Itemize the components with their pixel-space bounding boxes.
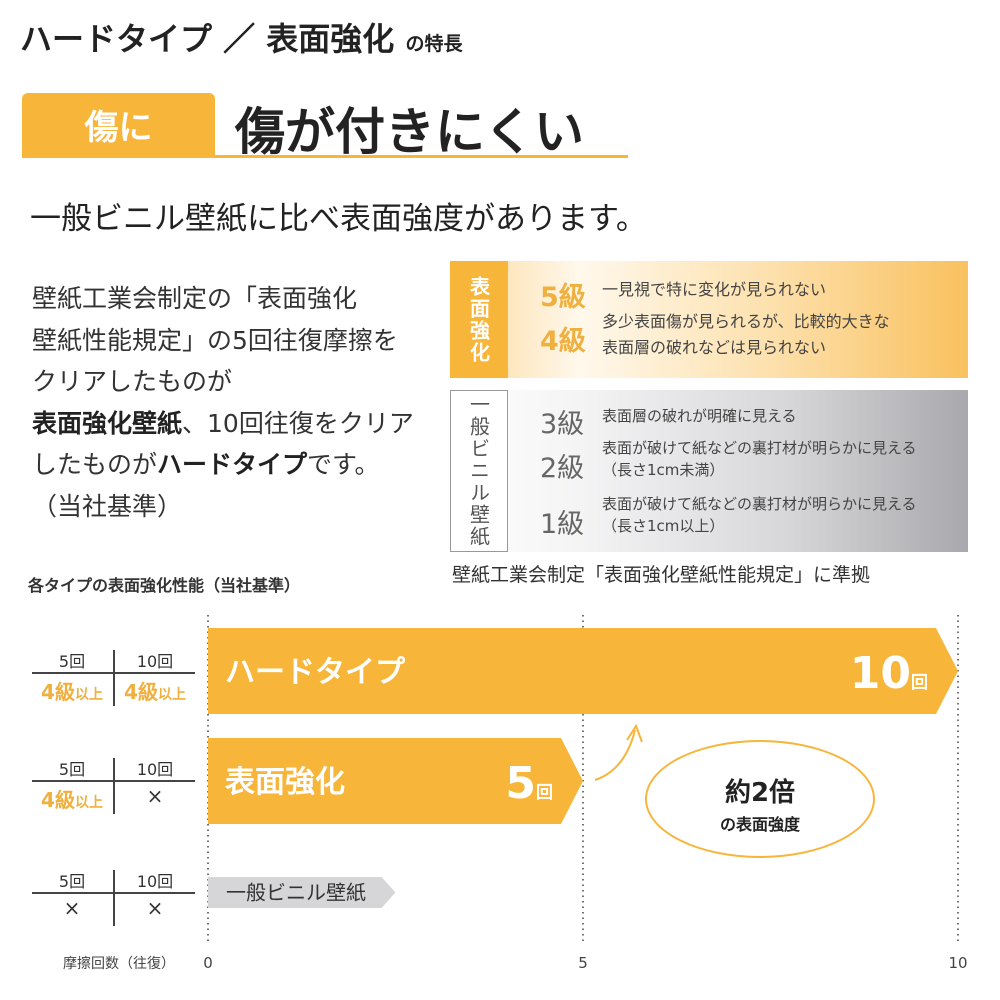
para-bold: ハードタイプ: [157, 450, 308, 479]
para-line: クリアしたものが: [32, 367, 233, 396]
value-suffix: 以上: [74, 795, 103, 811]
mini-table-vinyl: 5回 10回 × ×: [32, 868, 195, 930]
grade: 3級: [540, 409, 585, 440]
table-value: ×: [146, 896, 164, 920]
subtitle: 一般ビニル壁紙に比べ表面強度があります。: [30, 201, 647, 237]
para-line: 壁紙工業会制定の「表面強化: [32, 284, 358, 313]
value-text: 4級: [41, 680, 75, 704]
value-text: 4級: [41, 788, 75, 812]
table-value: ×: [146, 784, 164, 808]
table-header: 10回: [136, 872, 174, 891]
para-text: したものが: [32, 450, 158, 479]
para-line: 壁紙性能規定」の5回往復摩擦を: [32, 325, 398, 355]
comparison-bubble: 約2倍 の表面強度: [645, 740, 875, 858]
bar-data-label: 10回: [850, 648, 928, 699]
table-header: 10回: [136, 760, 174, 779]
grade-desc: 表面が破けて紙などの裏打材が明らかに見える （長さ1cm以上）: [602, 493, 917, 537]
grade-desc: 一見視で特に変化が見られない: [602, 280, 827, 299]
bar: [208, 877, 396, 908]
chart-title: 各タイプの表面強化性能（当社基準）: [28, 576, 301, 595]
table-divider: [113, 650, 115, 706]
bar-category-label: ハードタイプ: [225, 655, 406, 690]
table-divider: [113, 870, 115, 926]
surface-label: 表面強化: [450, 261, 508, 378]
grade-desc: 多少表面傷が見られるが、比較的大きな 表面層の破れなどは見られない: [602, 309, 890, 361]
bar-value: 5: [505, 758, 536, 809]
grade: 1級: [540, 509, 585, 540]
table-header: 10回: [136, 652, 174, 671]
table-value: 4級以上: [115, 676, 195, 705]
arrow-head-icon: [626, 723, 643, 743]
title-suffix: の特長: [405, 33, 463, 55]
bar: [208, 628, 958, 714]
mini-table-hard: 5回 10回 4級以上 4級以上: [32, 648, 195, 710]
grade: 4級: [540, 326, 586, 357]
desc-line: 表面が破けて紙などの裏打材が明らかに見える: [602, 495, 917, 513]
section-tab: 傷に: [22, 93, 215, 155]
mini-table-surface: 5回 10回 4級以上 ×: [32, 756, 195, 818]
grade: 2級: [540, 453, 585, 484]
para-bold: 表面強化壁紙: [32, 408, 183, 438]
title-main: ハードタイプ ／ 表面強化: [20, 20, 395, 58]
description-paragraph: 壁紙工業会制定の「表面強化 壁紙性能規定」の5回往復摩擦を クリアしたものが 表…: [32, 278, 414, 527]
para-text: です。: [307, 450, 380, 479]
x-axis-label: 摩擦回数（往復）: [63, 955, 175, 972]
desc-line: 表面層の破れなどは見られない: [602, 338, 827, 357]
table-header: 5回: [58, 652, 86, 671]
vinyl-grade-panel: 一般ビニル壁紙 3級 表面層の破れが明確に見える 2級 表面が破けて紙などの裏打…: [450, 390, 968, 552]
curved-arrow: [594, 729, 636, 781]
table-value: 4級以上: [32, 784, 112, 813]
table-value: ×: [63, 896, 81, 920]
bar-value-unit: 回: [536, 783, 553, 803]
vinyl-label: 一般ビニル壁紙: [450, 390, 508, 552]
table-header: 5回: [58, 760, 86, 779]
bar-category-label: 一般ビニル壁紙: [226, 881, 366, 905]
bar: [208, 738, 583, 824]
headline-underline: [22, 155, 628, 158]
x-tick-label: 5: [578, 954, 588, 972]
bar-category-label: 表面強化: [225, 765, 345, 800]
grade-desc: 表面層の破れが明確に見える: [602, 407, 797, 425]
grade-caption: 壁紙工業会制定「表面強化壁紙性能規定」に準拠: [452, 564, 871, 586]
desc-line: 表面が破けて紙などの裏打材が明らかに見える: [602, 439, 917, 457]
bubble-sub: の表面強度: [719, 815, 800, 834]
desc-line: （長さ1cm以上）: [602, 517, 725, 535]
value-suffix: 以上: [157, 687, 186, 703]
para-line: （当社基準）: [32, 491, 183, 521]
page-title: ハードタイプ ／ 表面強化 の特長: [20, 14, 462, 60]
bar-data-label: 5回: [505, 758, 553, 809]
value-text: 4級: [124, 680, 158, 704]
grade-desc: 表面が破けて紙などの裏打材が明らかに見える （長さ1cm未満）: [602, 437, 917, 481]
table-value: 4級以上: [32, 676, 112, 705]
grade: 5級: [540, 282, 586, 313]
desc-line: （長さ1cm未満）: [602, 461, 725, 479]
x-tick-label: 10: [948, 954, 967, 972]
para-line: したものがハードタイプです。: [32, 444, 414, 486]
x-tick-label: 0: [203, 954, 213, 972]
para-line: 表面強化壁紙、10回往復をクリア: [32, 403, 414, 445]
table-header: 5回: [58, 872, 86, 891]
desc-line: 多少表面傷が見られるが、比較的大きな: [602, 312, 890, 331]
para-text: 、10回往復をクリア: [182, 408, 414, 438]
bar-value-unit: 回: [911, 673, 928, 693]
headline: 傷が付きにくい: [235, 103, 584, 161]
surface-grade-panel: 表面強化 5級 一見視で特に変化が見られない 4級 多少表面傷が見られるが、比較…: [450, 261, 968, 378]
bubble-main: 約2倍: [724, 778, 796, 808]
value-suffix: 以上: [74, 687, 103, 703]
table-divider: [113, 758, 115, 814]
bar-value: 10: [850, 648, 911, 699]
